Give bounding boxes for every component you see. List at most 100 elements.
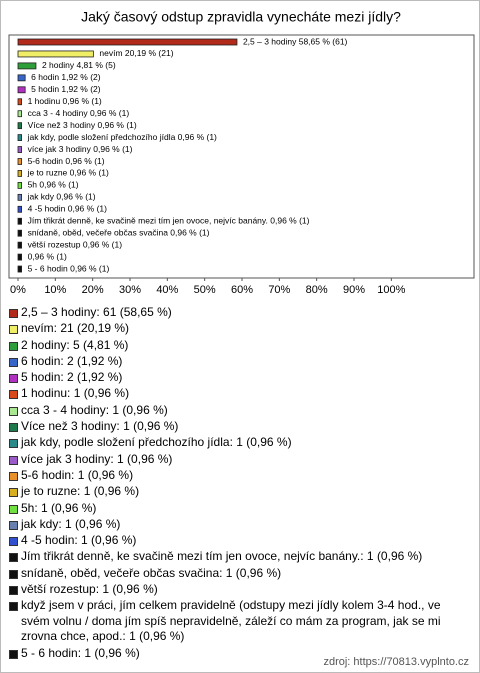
legend-item: větší rozestup: 1 (0,96 %) [9, 582, 471, 598]
legend-label: jak kdy: 1 (0,96 %) [21, 516, 121, 531]
legend-item: 6 hodin: 2 (1,92 %) [9, 354, 471, 370]
bar-label: 2 hodiny 4,81 % (5) [42, 60, 116, 70]
bar-label: 5 - 6 hodin 0,96 % (1) [28, 263, 110, 273]
legend-label: 4 -5 hodin: 1 (0,96 %) [21, 533, 137, 548]
legend-label: jak kdy, podle složení předchozího jídla… [21, 435, 292, 450]
legend-item: 5h: 1 (0,96 %) [9, 501, 471, 517]
bar-label: snídaně, oběd, večeře občas svačina 0,96… [28, 227, 210, 237]
legend-item: 5 hodin: 2 (1,92 %) [9, 370, 471, 386]
bar [17, 98, 22, 106]
legend-item: cca 3 - 4 hodiny: 1 (0,96 %) [9, 403, 471, 419]
legend-label: je to ruzne: 1 (0,96 %) [21, 484, 140, 499]
legend-swatch [9, 586, 18, 596]
legend-swatch [9, 390, 18, 400]
bar-label: cca 3 - 4 hodiny 0,96 % (1) [28, 108, 130, 118]
legend-swatch [9, 374, 18, 384]
legend-swatch [9, 406, 18, 416]
bar-label: jak kdy 0,96 % (1) [27, 192, 96, 202]
bar [17, 110, 22, 118]
bar [17, 86, 26, 94]
legend-label: Jím třikrát denně, ke svačině mezi tím j… [21, 549, 423, 564]
bar [17, 74, 26, 82]
bar-label: jak kdy, podle složení předchozího jídla… [27, 132, 217, 142]
x-tick-label: 60% [231, 284, 253, 296]
legend-swatch [9, 309, 18, 318]
bar [17, 193, 22, 201]
legend-label: Více než 3 hodiny: 1 (0,96 %) [21, 419, 179, 434]
legend-swatch [9, 504, 18, 514]
x-tick-label: 70% [268, 284, 290, 296]
bar [17, 146, 22, 153]
bar-label: 0,96 % (1) [28, 251, 67, 261]
legend-label: 2,5 – 3 hodiny: 61 (58,65 %) [21, 305, 172, 319]
legend-item: 4 -5 hodin: 1 (0,96 %) [9, 533, 471, 549]
bar [17, 181, 22, 189]
legend-swatch [9, 553, 18, 563]
chart-title: Jaký časový odstup zpravidla vynecháte m… [81, 9, 401, 25]
bar [17, 62, 37, 70]
legend-item: snídaně, oběd, večeře občas svačina: 1 (… [9, 566, 471, 582]
legend-swatch [9, 455, 18, 465]
x-tick-label: 30% [119, 284, 141, 296]
x-tick-label: 20% [82, 284, 104, 296]
bar [17, 241, 22, 249]
bar-label: 5h 0,96 % (1) [28, 180, 79, 190]
bar-label: 5 hodin 1,92 % (2) [31, 84, 101, 94]
legend-item: 5-6 hodin: 1 (0,96 %) [9, 468, 471, 484]
legend-swatch [9, 325, 18, 335]
bar [17, 50, 94, 58]
legend-item: Více než 3 hodiny: 1 (0,96 %) [9, 419, 471, 435]
bar-label: 5-6 hodin 0,96 % (1) [28, 156, 105, 166]
legend-label: 5-6 hodin: 1 (0,96 %) [21, 467, 134, 482]
legend-item: 2,5 – 3 hodiny: 61 (58,65 %) [9, 305, 471, 321]
legend-label: větší rozestup: 1 (0,96 %) [21, 582, 158, 597]
legend-swatch [9, 471, 18, 481]
legend-label: když jsem v práci, jím celkem pravidelně… [21, 598, 441, 644]
legend-label: snídaně, oběd, večeře občas svačina: 1 (… [21, 565, 282, 580]
bar-label: Více než 3 hodiny 0,96 % (1) [28, 120, 137, 130]
x-tick-label: 0% [10, 284, 26, 296]
x-tick-label: 10% [44, 284, 66, 296]
bar [17, 158, 22, 165]
legend-swatch [9, 341, 18, 351]
legend-item: 5 - 6 hodin: 1 (0,96 %) [9, 646, 471, 662]
legend-swatch [9, 357, 18, 367]
legend-swatch [9, 423, 18, 433]
bar [17, 229, 22, 237]
x-tick-label: 50% [194, 284, 216, 296]
legend-item: jak kdy: 1 (0,96 %) [9, 517, 471, 533]
bar-label: více jak 3 hodiny 0,96 % (1) [28, 144, 133, 154]
legend-item: je to ruzne: 1 (0,96 %) [9, 484, 471, 500]
legend-swatch [9, 537, 18, 547]
bar [17, 253, 22, 261]
bar [17, 265, 22, 273]
legend-swatch [9, 602, 18, 612]
legend-item: 2 hodiny: 5 (4,81 %) [9, 338, 471, 354]
legend-item: nevím: 21 (20,19 %) [9, 321, 471, 337]
legend-label: 5 - 6 hodin: 1 (0,96 %) [21, 645, 140, 660]
legend-swatch [9, 520, 18, 530]
bar-label: 6 hodin 1,92 % (2) [31, 72, 101, 82]
source: zdroj: https://70813.vyplnto.cz [323, 656, 469, 668]
legend-label: 5h: 1 (0,96 %) [21, 500, 97, 515]
bar [17, 170, 22, 177]
bar-label: Jím třikrát denně, ke svačině mezi tím j… [28, 216, 310, 226]
bar-label: nevím 20,19 % (21) [99, 48, 173, 58]
legend-label: 1 hodinu: 1 (0,96 %) [21, 386, 130, 401]
bar [17, 134, 22, 142]
legend-item: jak kdy, podle složení předchozího jídla… [9, 435, 471, 451]
legend-label: 2 hodiny: 5 (4,81 %) [21, 337, 129, 352]
legend-swatch [9, 439, 18, 449]
legend-label: nevím: 21 (20,19 %) [21, 321, 130, 336]
x-tick-label: 100% [377, 284, 405, 296]
legend-label: cca 3 - 4 hodiny: 1 (0,96 %) [21, 402, 168, 417]
bar-label: 1 hodinu 0,96 % (1) [28, 96, 102, 106]
bar-label: 4 -5 hodin 0,96 % (1) [28, 204, 108, 214]
x-tick-label: 80% [306, 284, 328, 296]
bar [17, 38, 238, 46]
legend-item: když jsem v práci, jím celkem pravidelně… [9, 598, 471, 645]
legend-swatch [9, 569, 18, 579]
bar [17, 217, 22, 225]
plot-frame [8, 34, 475, 279]
